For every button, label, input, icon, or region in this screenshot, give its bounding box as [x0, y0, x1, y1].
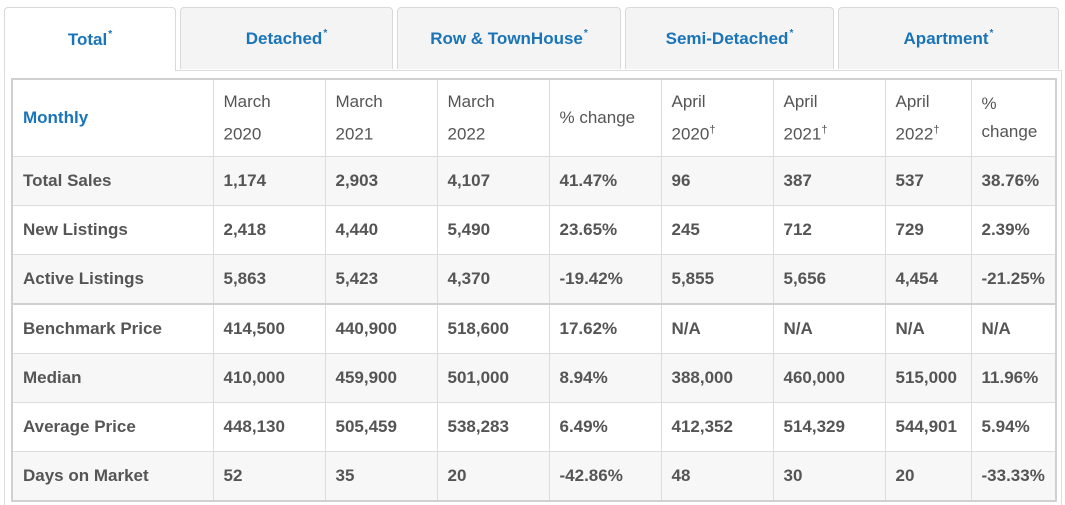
table-cell: 501,000 — [436, 353, 550, 403]
table-cell: 712 — [772, 205, 886, 255]
tab-apartment-label: Apartment — [903, 28, 989, 48]
header-corner: Monthly — [11, 78, 214, 157]
table-cell: 387 — [772, 156, 886, 206]
table-cell: 4,454 — [884, 254, 972, 305]
table-cell: 515,000 — [884, 353, 972, 403]
table-cell: 544,901 — [884, 402, 972, 452]
table-cell: N/A — [884, 303, 972, 354]
table-cell: 96 — [660, 156, 774, 206]
table-row: Average Price 448,130 505,459 538,283 6.… — [11, 402, 1057, 452]
table-cell: 518,600 — [436, 303, 550, 354]
table-row: Total Sales 1,174 2,903 4,107 41.47% 96 … — [11, 156, 1057, 206]
table-cell: 412,352 — [660, 402, 774, 452]
table-cell: 245 — [660, 205, 774, 255]
header-cell: April 2022† — [884, 78, 972, 157]
table-cell: 538,283 — [436, 402, 550, 452]
table-row: Benchmark Price 414,500 440,900 518,600 … — [11, 303, 1057, 354]
header-cell: % change — [970, 78, 1057, 157]
table-row: Active Listings 5,863 5,423 4,370 -19.42… — [11, 254, 1057, 305]
row-label: Days on Market — [11, 451, 214, 502]
table-cell: 505,459 — [324, 402, 438, 452]
table-cell: 2,903 — [324, 156, 438, 206]
tab-semi-detached[interactable]: Semi-Detached * — [625, 7, 834, 69]
table-cell: 11.96% — [970, 353, 1057, 403]
table-cell: 2,418 — [212, 205, 326, 255]
market-stats-table: Monthly March 2020 March 2021 March 2022 % … — [11, 78, 1057, 502]
table-cell: 414,500 — [212, 303, 326, 354]
table-cell: 30 — [772, 451, 886, 502]
table-cell: 460,000 — [772, 353, 886, 403]
table-cell: -42.86% — [548, 451, 662, 502]
row-label: New Listings — [11, 205, 214, 255]
table-cell: 4,440 — [324, 205, 438, 255]
table-cell: 52 — [212, 451, 326, 502]
table-cell: 17.62% — [548, 303, 662, 354]
header-cell: % change — [548, 78, 662, 157]
tab-total-mark: * — [108, 29, 113, 40]
tab-apartment[interactable]: Apartment * — [838, 7, 1059, 69]
table-cell: 1,174 — [212, 156, 326, 206]
table-cell: 6.49% — [548, 402, 662, 452]
table-cell: 729 — [884, 205, 972, 255]
table-cell: 5,855 — [660, 254, 774, 305]
header-cell: April 2020† — [660, 78, 774, 157]
header-cell: April 2021† — [772, 78, 886, 157]
header-row: Monthly March 2020 March 2021 March 2022 % … — [11, 78, 1057, 157]
table-cell: 5,863 — [212, 254, 326, 305]
table-cell: 4,107 — [436, 156, 550, 206]
tab-row-townhouse[interactable]: Row & TownHouse * — [397, 7, 621, 69]
table-cell: 2.39% — [970, 205, 1057, 255]
tab-bar: Total * Detached * Row & TownHouse * Semi-D… — [4, 7, 1062, 71]
table-cell: 8.94% — [548, 353, 662, 403]
table-cell: 388,000 — [660, 353, 774, 403]
table-cell: N/A — [772, 303, 886, 354]
table-cell: -33.33% — [970, 451, 1057, 502]
table-cell: 35 — [324, 451, 438, 502]
tab-row-townhouse-label: Row & TownHouse — [430, 28, 583, 48]
table-cell: 514,329 — [772, 402, 886, 452]
table-cell: 4,370 — [436, 254, 550, 305]
tab-total-label: Total — [67, 29, 108, 49]
table-cell: 440,900 — [324, 303, 438, 354]
table-row: Median 410,000 459,900 501,000 8.94% 388… — [11, 353, 1057, 403]
header-cell: March 2020 — [212, 78, 326, 157]
tab-row-townhouse-mark: * — [583, 28, 588, 39]
table-cell: 5,656 — [772, 254, 886, 305]
tab-semi-detached-mark: * — [789, 28, 794, 39]
table-cell: 459,900 — [324, 353, 438, 403]
table-cell: 20 — [436, 451, 550, 502]
tab-semi-detached-label: Semi-Detached — [665, 28, 789, 48]
row-label: Benchmark Price — [11, 303, 214, 354]
tab-detached-label: Detached — [245, 28, 323, 48]
table-cell: N/A — [970, 303, 1057, 354]
row-label: Active Listings — [11, 254, 214, 305]
table-cell: -21.25% — [970, 254, 1057, 305]
table-row: Days on Market 52 35 20 -42.86% 48 30 20… — [11, 451, 1057, 502]
table-cell: 448,130 — [212, 402, 326, 452]
table-cell: 41.47% — [548, 156, 662, 206]
table-cell: -19.42% — [548, 254, 662, 305]
table-cell: 537 — [884, 156, 972, 206]
table-cell: 20 — [884, 451, 972, 502]
table-cell: 48 — [660, 451, 774, 502]
table-cell: 23.65% — [548, 205, 662, 255]
header-cell: March 2022 — [436, 78, 550, 157]
table-cell: 5.94% — [970, 402, 1057, 452]
tab-apartment-mark: * — [989, 28, 994, 39]
row-label: Median — [11, 353, 214, 403]
tab-total[interactable]: Total * — [4, 7, 176, 71]
row-label: Total Sales — [11, 156, 214, 206]
tab-detached[interactable]: Detached * — [180, 7, 393, 69]
table-cell: 410,000 — [212, 353, 326, 403]
row-label: Average Price — [11, 402, 214, 452]
header-cell: March 2021 — [324, 78, 438, 157]
table-row: New Listings 2,418 4,440 5,490 23.65% 24… — [11, 205, 1057, 255]
table-cell: 38.76% — [970, 156, 1057, 206]
table-cell: 5,490 — [436, 205, 550, 255]
tab-detached-mark: * — [323, 28, 328, 39]
table-cell: N/A — [660, 303, 774, 354]
table-cell: 5,423 — [324, 254, 438, 305]
